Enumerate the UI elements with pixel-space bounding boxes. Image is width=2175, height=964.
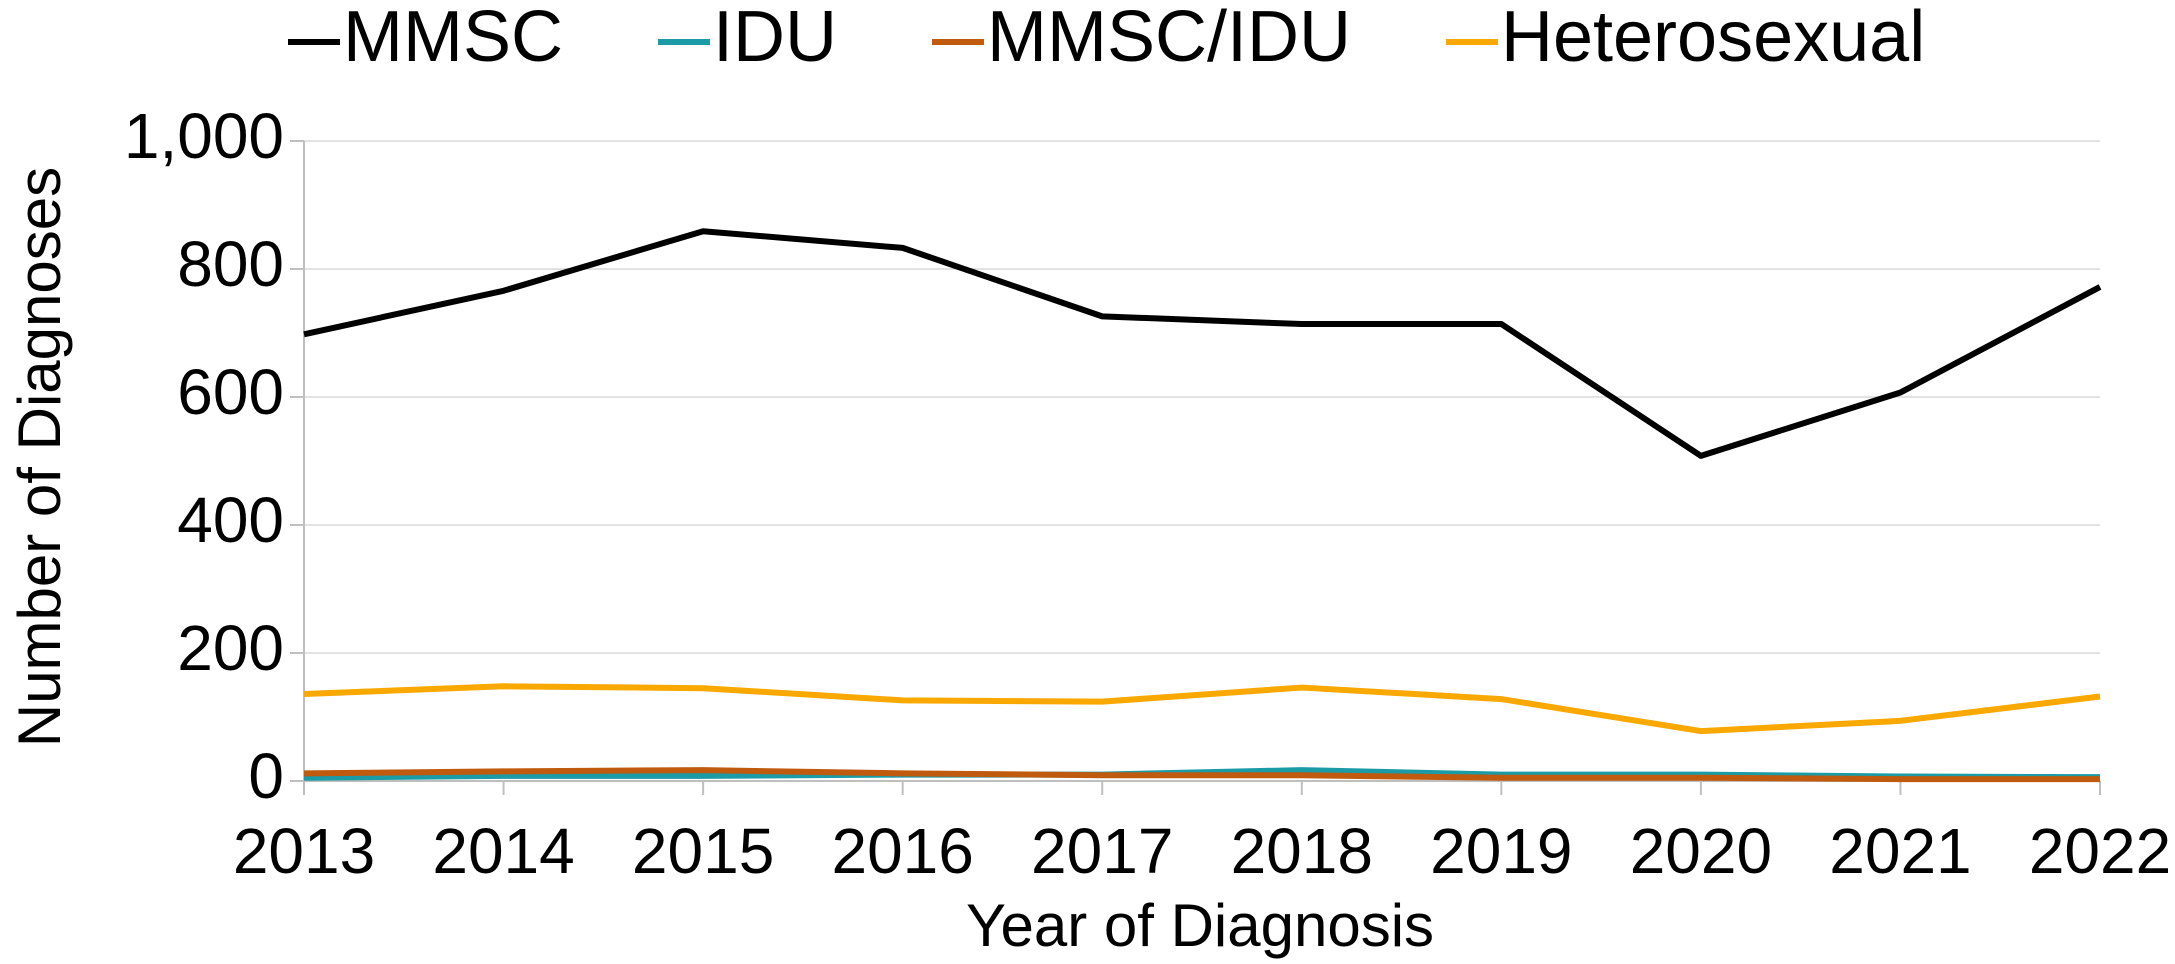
y-tick-label: 0 [248, 740, 284, 812]
x-tick-label: 2019 [1430, 815, 1572, 887]
legend-label: Heterosexual [1501, 0, 1925, 77]
x-tick-label: 2020 [1630, 815, 1772, 887]
legend-label: MMSC [343, 0, 563, 77]
y-tick-label: 1,000 [124, 100, 284, 172]
x-tick-label: 2016 [831, 815, 973, 887]
series-line [303, 228, 2102, 459]
x-axis-title: Year of Diagnosis [966, 892, 1434, 959]
x-tick-label: 2015 [632, 815, 774, 887]
series-line [303, 683, 2101, 735]
x-tick-label: 2017 [1031, 815, 1173, 887]
y-axis-title: Number of Diagnoses [6, 167, 73, 747]
legend-label: MMSC/IDU [987, 0, 1351, 77]
x-tick-label: 2022 [2029, 815, 2171, 887]
x-tick-label: 2021 [1829, 815, 1971, 887]
legend-label: IDU [713, 0, 837, 77]
x-tick-label: 2013 [233, 815, 375, 887]
x-tick-label: 2014 [432, 815, 574, 887]
y-tick-label: 200 [177, 612, 284, 684]
y-tick-label: 800 [177, 228, 284, 300]
series-line [303, 767, 2100, 783]
y-tick-label: 600 [177, 356, 284, 428]
x-tick-label: 2018 [1231, 815, 1373, 887]
y-tick-label: 400 [177, 484, 284, 556]
